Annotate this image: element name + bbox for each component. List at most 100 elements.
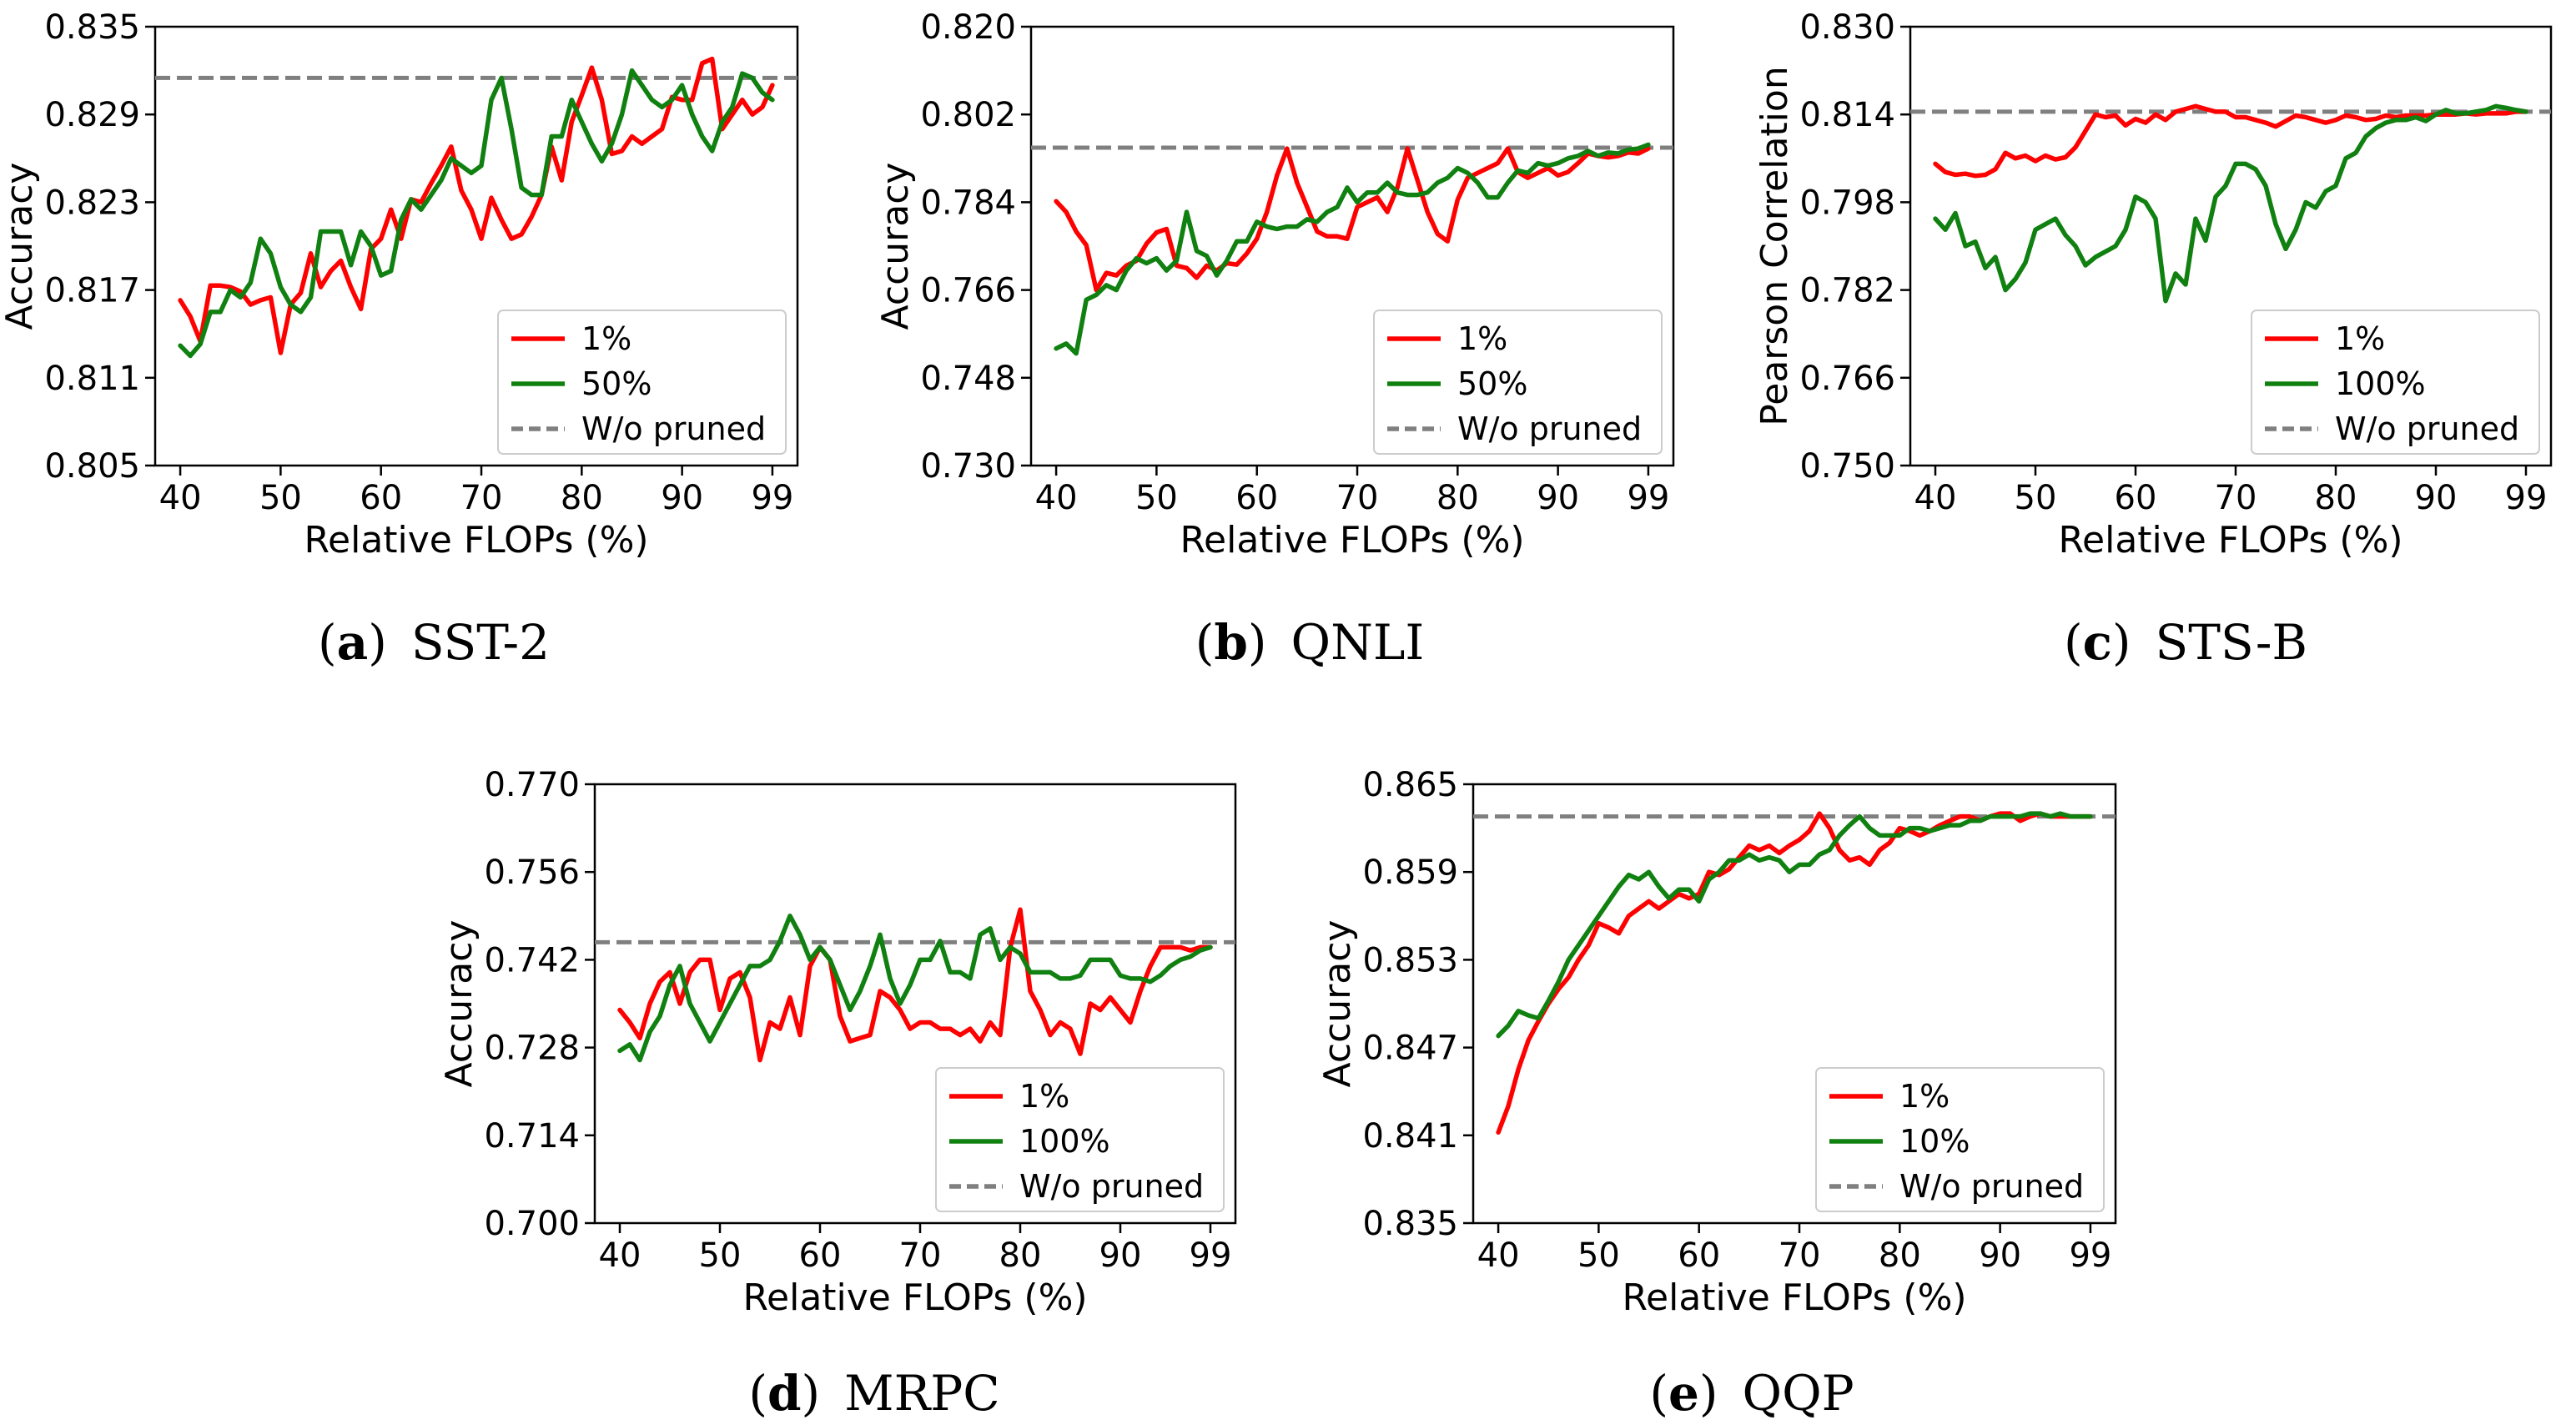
plot-series xyxy=(1473,811,2116,1135)
y-tick-label: 0.859 xyxy=(1362,853,1458,892)
x-tick-label: 80 xyxy=(999,1236,1042,1275)
x-tick-label: 40 xyxy=(1035,479,1078,517)
series-line-red xyxy=(1933,103,2528,179)
plot-series xyxy=(155,56,797,359)
x-tick-label: 40 xyxy=(599,1236,641,1275)
legend-item-red-label: 1% xyxy=(1899,1078,1950,1115)
x-tick-label: 70 xyxy=(899,1236,942,1275)
x-tick-label: 80 xyxy=(1879,1236,1921,1275)
legend-item-baseline-label: W/o pruned xyxy=(1457,410,1642,447)
x-tick-label: 70 xyxy=(460,479,503,517)
caption-letter: c xyxy=(2083,614,2112,671)
caption-text: ) QQP xyxy=(1699,1365,1854,1422)
y-tick-label: 0.798 xyxy=(1799,184,1895,222)
series-line-red xyxy=(617,907,1213,1063)
caption-text: ) SST-2 xyxy=(368,614,550,671)
x-axis-label: Relative FLOPs (%) xyxy=(2058,519,2402,561)
y-tick-label: 0.766 xyxy=(920,272,1016,310)
caption-letter: b xyxy=(1214,614,1248,671)
x-axis-label: Relative FLOPs (%) xyxy=(1622,1276,1966,1319)
x-tick-label: 60 xyxy=(799,1236,842,1275)
x-tick-label: 80 xyxy=(561,479,603,517)
legend: 1% 10% W/o pruned xyxy=(1815,1067,2105,1212)
chart-panel-d: 40 50 60 70 80 90 99 0.700 0.714 0.728 0.742 0.756 0… xyxy=(438,766,1237,1422)
chart-panel-e: 40 50 60 70 80 90 99 0.835 0.841 0.847 0.853 0.859 0… xyxy=(1316,766,2117,1422)
caption-paren: ( xyxy=(2064,614,2083,671)
x-tick-label: 60 xyxy=(2115,479,2157,517)
series-line-green xyxy=(617,914,1213,1063)
legend-box xyxy=(935,1067,1225,1212)
y-axis-label: Accuracy xyxy=(0,163,41,330)
y-tick-label: 0.823 xyxy=(44,184,140,222)
legend-box xyxy=(497,310,787,455)
subfigure-caption: (b) QNLI xyxy=(1195,614,1425,671)
y-tick-label: 0.748 xyxy=(920,360,1016,398)
y-tick-label: 0.835 xyxy=(44,8,140,47)
y-tick-label: 0.802 xyxy=(920,96,1016,134)
legend-item-green-label: 10% xyxy=(1899,1123,1970,1160)
legend-item-green-label: 100% xyxy=(1019,1123,1110,1160)
legend-item-baseline-label: W/o pruned xyxy=(1019,1168,1204,1205)
series-line-green xyxy=(178,68,775,359)
legend-item-red-label: 1% xyxy=(1019,1078,1069,1115)
x-axis-label: Relative FLOPs (%) xyxy=(304,519,648,561)
y-axis-label: Accuracy xyxy=(874,163,917,330)
y-axis-label: Pearson Correlation xyxy=(1753,66,1796,425)
caption-letter: d xyxy=(767,1365,802,1422)
x-axis-label: Relative FLOPs (%) xyxy=(742,1276,1087,1319)
legend-item-baseline-label: W/o pruned xyxy=(2335,410,2519,447)
subfigure-caption: (a) SST-2 xyxy=(318,614,550,671)
subfigure-caption: (c) STS-B xyxy=(2064,614,2307,671)
x-tick-label: 90 xyxy=(1099,1236,1142,1275)
y-tick-label: 0.742 xyxy=(484,941,580,979)
y-tick-label: 0.750 xyxy=(1799,447,1895,486)
plot-series xyxy=(1910,103,2551,304)
x-tick-label: 90 xyxy=(661,479,703,517)
legend-item-red-label: 1% xyxy=(2335,320,2385,357)
caption-paren: ( xyxy=(1195,614,1215,671)
caption-letter: a xyxy=(337,614,369,671)
legend: 1% 100% W/o pruned xyxy=(2251,310,2540,455)
y-tick-label: 0.700 xyxy=(484,1205,580,1243)
chart-panel-c: 40 50 60 70 80 90 99 0.750 0.766 0.782 0.798 0.814 0… xyxy=(1753,8,2553,671)
y-tick-label: 0.814 xyxy=(1799,96,1895,134)
series-line-green xyxy=(1496,811,2093,1039)
x-tick-label: 50 xyxy=(1577,1236,1620,1275)
x-tick-label: 40 xyxy=(1477,1236,1520,1275)
y-tick-label: 0.766 xyxy=(1799,360,1895,398)
legend-item-red-label: 1% xyxy=(1457,320,1507,357)
series-line-green xyxy=(1933,103,2528,304)
y-tick-label: 0.782 xyxy=(1799,272,1895,310)
x-tick-label: 99 xyxy=(2069,1236,2111,1275)
x-tick-label: 99 xyxy=(751,479,793,517)
x-axis-label: Relative FLOPs (%) xyxy=(1180,519,1524,561)
chart-panel-a: 40 50 60 70 80 90 99 0.805 0.811 0.817 0.823 0.829 0… xyxy=(0,8,799,671)
y-axis-label: Accuracy xyxy=(1316,920,1359,1088)
caption-letter: e xyxy=(1668,1365,1699,1422)
series-line-green xyxy=(1054,142,1651,356)
x-tick-label: 40 xyxy=(1914,479,1957,517)
caption-paren: ( xyxy=(1649,1365,1668,1422)
caption-paren: ( xyxy=(748,1365,767,1422)
caption-paren: ( xyxy=(318,614,337,671)
y-tick-label: 0.728 xyxy=(484,1030,580,1068)
x-tick-label: 70 xyxy=(2215,479,2257,517)
y-tick-label: 0.830 xyxy=(1799,8,1895,47)
x-tick-label: 50 xyxy=(1135,479,1178,517)
x-tick-label: 40 xyxy=(159,479,202,517)
legend-box xyxy=(1815,1067,2105,1212)
x-tick-label: 80 xyxy=(2315,479,2357,517)
y-tick-label: 0.865 xyxy=(1362,766,1458,804)
legend-box xyxy=(2251,310,2540,455)
y-tick-label: 0.730 xyxy=(920,447,1016,486)
legend-item-green-label: 50% xyxy=(581,365,652,402)
x-tick-label: 99 xyxy=(1627,479,1669,517)
y-tick-label: 0.770 xyxy=(484,766,580,804)
x-tick-label: 70 xyxy=(1336,479,1379,517)
y-tick-label: 0.841 xyxy=(1362,1117,1458,1156)
y-tick-label: 0.714 xyxy=(484,1117,580,1156)
plot-series xyxy=(1031,142,1673,356)
y-tick-label: 0.820 xyxy=(920,8,1016,47)
legend: 1% 50% W/o pruned xyxy=(497,310,787,455)
